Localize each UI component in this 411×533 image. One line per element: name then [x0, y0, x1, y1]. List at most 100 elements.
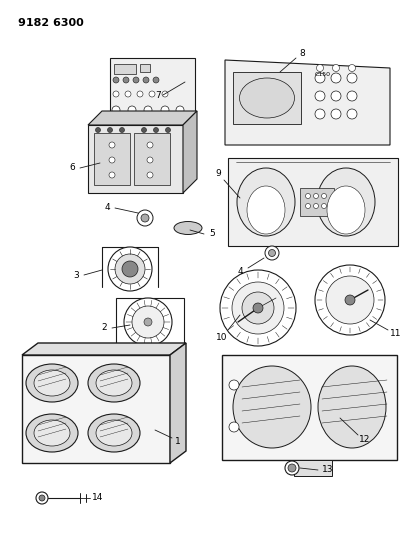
Circle shape — [305, 204, 310, 208]
Circle shape — [315, 109, 325, 119]
Ellipse shape — [34, 420, 70, 446]
Bar — [228, 158, 398, 246]
Circle shape — [153, 127, 159, 133]
Circle shape — [109, 157, 115, 163]
Circle shape — [125, 91, 131, 97]
Bar — [134, 133, 170, 185]
Polygon shape — [22, 355, 170, 463]
Circle shape — [112, 106, 120, 114]
Ellipse shape — [237, 168, 295, 236]
Bar — [114, 64, 136, 74]
Circle shape — [253, 303, 263, 313]
Circle shape — [285, 461, 299, 475]
Circle shape — [321, 193, 326, 198]
Polygon shape — [22, 343, 186, 355]
Circle shape — [349, 64, 356, 71]
Circle shape — [242, 292, 274, 324]
Text: 5: 5 — [209, 230, 215, 238]
Circle shape — [229, 380, 239, 390]
Circle shape — [149, 91, 155, 97]
Ellipse shape — [327, 186, 365, 234]
Text: 9182 6300: 9182 6300 — [18, 18, 84, 28]
Ellipse shape — [247, 186, 285, 234]
Text: 4: 4 — [104, 204, 110, 213]
Bar — [110, 58, 195, 120]
Circle shape — [315, 91, 325, 101]
Text: 1: 1 — [175, 438, 181, 447]
Circle shape — [162, 91, 168, 97]
Text: 2: 2 — [101, 324, 107, 333]
Bar — [116, 298, 184, 346]
Circle shape — [144, 106, 152, 114]
Circle shape — [141, 127, 146, 133]
Circle shape — [123, 77, 129, 83]
Circle shape — [314, 193, 319, 198]
Bar — [94, 133, 130, 185]
Circle shape — [133, 77, 139, 83]
Text: 13: 13 — [322, 465, 334, 474]
Circle shape — [166, 127, 171, 133]
Polygon shape — [183, 111, 197, 193]
Ellipse shape — [318, 366, 386, 448]
Circle shape — [36, 492, 48, 504]
Circle shape — [137, 210, 153, 226]
Circle shape — [113, 91, 119, 97]
Bar — [300, 188, 334, 216]
Circle shape — [132, 306, 164, 338]
Circle shape — [109, 142, 115, 148]
Circle shape — [176, 106, 184, 114]
Text: C150: C150 — [315, 72, 331, 77]
Polygon shape — [88, 111, 197, 125]
Ellipse shape — [88, 364, 140, 402]
Polygon shape — [170, 343, 186, 463]
Circle shape — [229, 422, 239, 432]
Circle shape — [115, 254, 145, 284]
Ellipse shape — [317, 168, 375, 236]
Circle shape — [315, 73, 325, 83]
Circle shape — [141, 214, 149, 222]
Circle shape — [109, 172, 115, 178]
Circle shape — [315, 265, 385, 335]
Circle shape — [120, 127, 125, 133]
Circle shape — [316, 64, 323, 71]
Circle shape — [161, 106, 169, 114]
Circle shape — [95, 127, 101, 133]
Ellipse shape — [96, 370, 132, 396]
Ellipse shape — [233, 366, 311, 448]
Circle shape — [153, 77, 159, 83]
Ellipse shape — [240, 78, 295, 118]
Circle shape — [345, 295, 355, 305]
Text: 7: 7 — [155, 91, 161, 100]
Circle shape — [39, 495, 45, 501]
Circle shape — [268, 249, 275, 256]
Bar — [233, 72, 301, 124]
Text: 10: 10 — [216, 334, 228, 343]
Circle shape — [347, 91, 357, 101]
Text: 6: 6 — [69, 164, 75, 173]
Circle shape — [332, 64, 339, 71]
Circle shape — [144, 318, 152, 326]
Circle shape — [122, 261, 138, 277]
Circle shape — [331, 73, 341, 83]
Text: 11: 11 — [390, 329, 402, 338]
Circle shape — [288, 464, 296, 472]
Circle shape — [314, 204, 319, 208]
Circle shape — [265, 246, 279, 260]
Ellipse shape — [88, 414, 140, 452]
Ellipse shape — [26, 364, 78, 402]
Polygon shape — [88, 125, 183, 193]
Circle shape — [321, 204, 326, 208]
Circle shape — [305, 193, 310, 198]
Text: 4: 4 — [237, 268, 243, 277]
Circle shape — [113, 77, 119, 83]
Circle shape — [331, 109, 341, 119]
Text: 3: 3 — [73, 271, 79, 279]
Circle shape — [143, 77, 149, 83]
Circle shape — [108, 247, 152, 291]
Polygon shape — [294, 460, 332, 476]
Circle shape — [128, 106, 136, 114]
Circle shape — [220, 270, 296, 346]
Ellipse shape — [26, 414, 78, 452]
Circle shape — [147, 142, 153, 148]
Ellipse shape — [174, 222, 202, 235]
